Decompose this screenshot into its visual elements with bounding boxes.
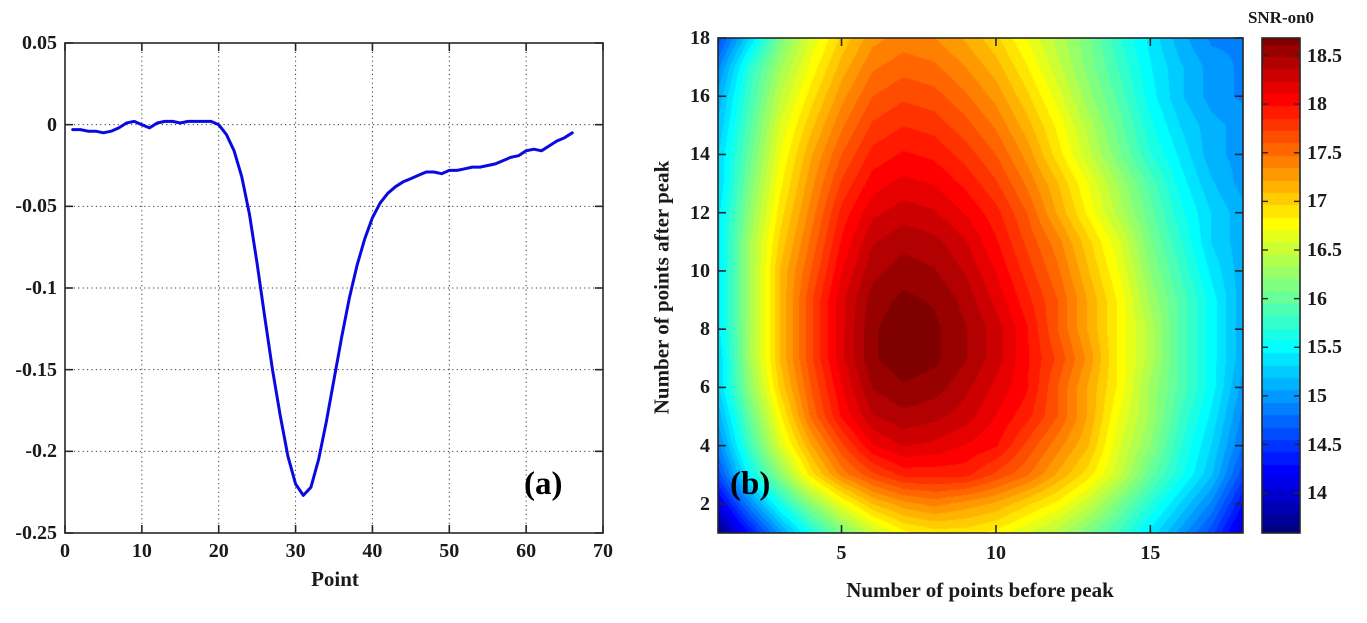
panel-b-colorbar-tick-label: 15.5: [1307, 336, 1342, 359]
panel-a-x-tick-label: 50: [439, 540, 460, 562]
panel-a-annotation: (a): [524, 466, 563, 502]
panel-b-colorbar-tick-label: 15: [1307, 384, 1327, 407]
panel-b-y-tick-label: 2: [700, 492, 710, 515]
panel-b-y-tick-label: 18: [690, 27, 710, 49]
panel-b-heatmap-canvas: [718, 38, 1243, 533]
panel-a-y-tick-label: -0.05: [15, 195, 57, 218]
panel-b-colorbar-tick-label: 17.5: [1307, 141, 1342, 164]
panel-b-colorbar-tick-label: 14.5: [1307, 433, 1342, 456]
panel-a: 0.05 0 -0.05 -0.1 -0.15 -0.2 -0.25 0 10 20 30 40 50…: [0, 0, 640, 623]
panel-a-xlabel: Point: [311, 567, 359, 591]
panel-b-colorbar-canvas: [1262, 38, 1300, 533]
panel-b-y-tick-label: 16: [690, 85, 710, 108]
panel-b-colorbar-tick-label: 16.5: [1307, 239, 1342, 261]
panel-a-y-tick-label: -0.2: [25, 440, 57, 463]
panel-b-y-tick-label: 8: [700, 318, 710, 341]
panel-b-y-tick-label: 6: [700, 376, 710, 399]
panel-a-x-tick-label: 20: [208, 540, 229, 562]
panel-b-y-tick-label: 12: [690, 201, 710, 224]
panel-b-y-tick-label: 4: [700, 434, 710, 457]
panel-b-x-tick-label: 15: [1140, 542, 1161, 564]
panel-b-x-tick-label: 5: [836, 542, 847, 564]
panel-a-x-tick-label: 30: [285, 540, 306, 562]
panel-b-y-tick-label: 14: [690, 143, 710, 166]
panel-a-x-tick-label: 10: [131, 540, 152, 562]
panel-a-plot-svg: [64, 42, 604, 534]
panel-a-y-tick-label: -0.1: [25, 277, 57, 299]
panel-a-x-tick-label: 0: [60, 540, 70, 562]
panel-a-x-tick-label: 70: [593, 540, 613, 562]
panel-b-x-tick-label: 10: [985, 542, 1006, 564]
panel-b-xlabel: Number of points before peak: [846, 578, 1114, 602]
panel-a-x-tick-label: 40: [362, 540, 383, 562]
panel-a-x-tick-label: 60: [516, 540, 537, 562]
panel-b-colorbar-tick-label: 18.5: [1307, 44, 1342, 67]
panel-b-annotation: (b): [730, 466, 771, 502]
panel-b-colorbar-tick-label: 17: [1307, 190, 1327, 213]
panel-b-y-tick-label: 10: [690, 259, 710, 282]
panel-a-y-tick-label: -0.15: [15, 358, 57, 381]
panel-b-ylabel: Number of points after peak: [649, 160, 674, 415]
panel-a-y-tick-label: -0.25: [15, 522, 57, 544]
panel-b-colorbar-tick-label: 14: [1307, 482, 1327, 505]
panel-b-colorbar-tick-label: 18: [1307, 93, 1327, 116]
panel-b-colorbar-title: SNR-on0: [1247, 8, 1315, 27]
panel-a-y-tick-label: 0.05: [22, 32, 57, 54]
panel-a-y-tick-label: 0: [47, 113, 57, 136]
panel-b-colorbar-tick-label: 16: [1307, 287, 1327, 310]
